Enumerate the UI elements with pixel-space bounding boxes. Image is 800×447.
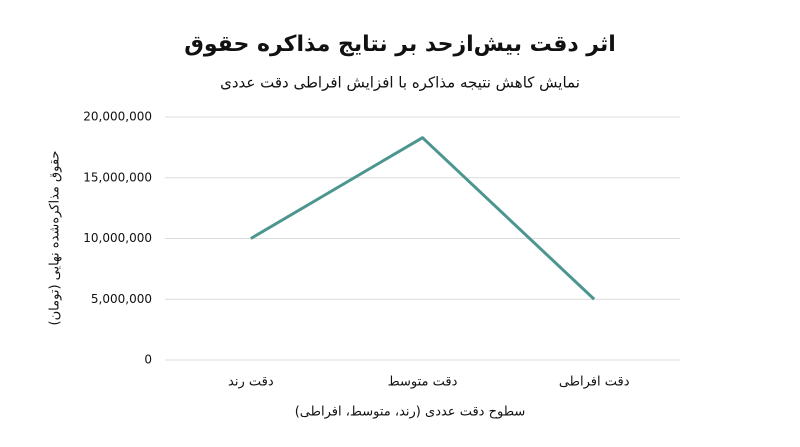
y-axis-label: حقوق مذاکره‌شده نهایی (تومان) xyxy=(48,151,63,326)
y-tick-label: 0 xyxy=(144,353,152,367)
data-line xyxy=(250,136,596,301)
x-tick-label: دقت افراطی xyxy=(559,375,630,390)
chart-subtitle: نمایش کاهش نتیجه مذاکره با افزایش افراطی… xyxy=(220,74,580,92)
y-tick-label: 20,000,000 xyxy=(83,110,152,124)
y-tick-label: 5,000,000 xyxy=(91,292,152,306)
chart-title: اثر دقت بیش‌ازحد بر نتایج مذاکره حقوق xyxy=(184,32,616,57)
x-tick-label: دقت رند xyxy=(228,375,274,390)
x-tick-label: دقت متوسط xyxy=(388,375,458,390)
y-tick-label: 15,000,000 xyxy=(83,170,152,184)
y-tick-label: 10,000,000 xyxy=(83,231,152,245)
x-axis-label: سطوح دقت عددی (رند، متوسط، افراطی) xyxy=(295,405,526,420)
